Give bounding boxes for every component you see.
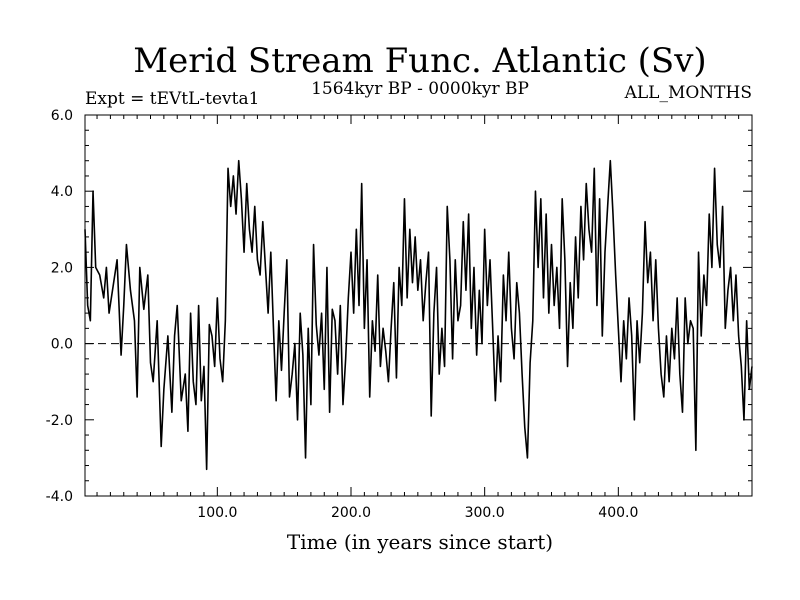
chart-title: Merid Stream Func. Atlantic (Sv)	[133, 41, 706, 81]
x-tick-label: 100.0	[197, 505, 237, 521]
plot-frame	[84, 114, 753, 497]
y-tick-label: 6.0	[51, 108, 73, 124]
period-label: 1564kyr BP - 0000kyr BP	[311, 79, 529, 99]
experiment-label: Expt = tEVtL-tevta1	[85, 89, 259, 109]
months-label: ALL_MONTHS	[624, 83, 752, 103]
y-tick-label: 2.0	[51, 260, 73, 276]
y-tick-label: 4.0	[51, 184, 73, 200]
x-tick-label: 400.0	[598, 505, 638, 521]
y-tick-label: 0.0	[51, 337, 73, 353]
tick-labels: 100.0 200.0 300.0 400.0 -4.0 -2.0 0.0 2.0 4.0 6.0	[46, 108, 639, 521]
series-line-0	[84, 159, 753, 471]
x-axis-label: Time (in years since start)	[287, 530, 553, 554]
x-tick-label: 200.0	[331, 505, 371, 521]
data-series	[84, 159, 753, 471]
y-tick-label: -4.0	[46, 489, 73, 505]
y-tick-label: -2.0	[46, 413, 73, 429]
x-tick-label: 300.0	[465, 505, 505, 521]
